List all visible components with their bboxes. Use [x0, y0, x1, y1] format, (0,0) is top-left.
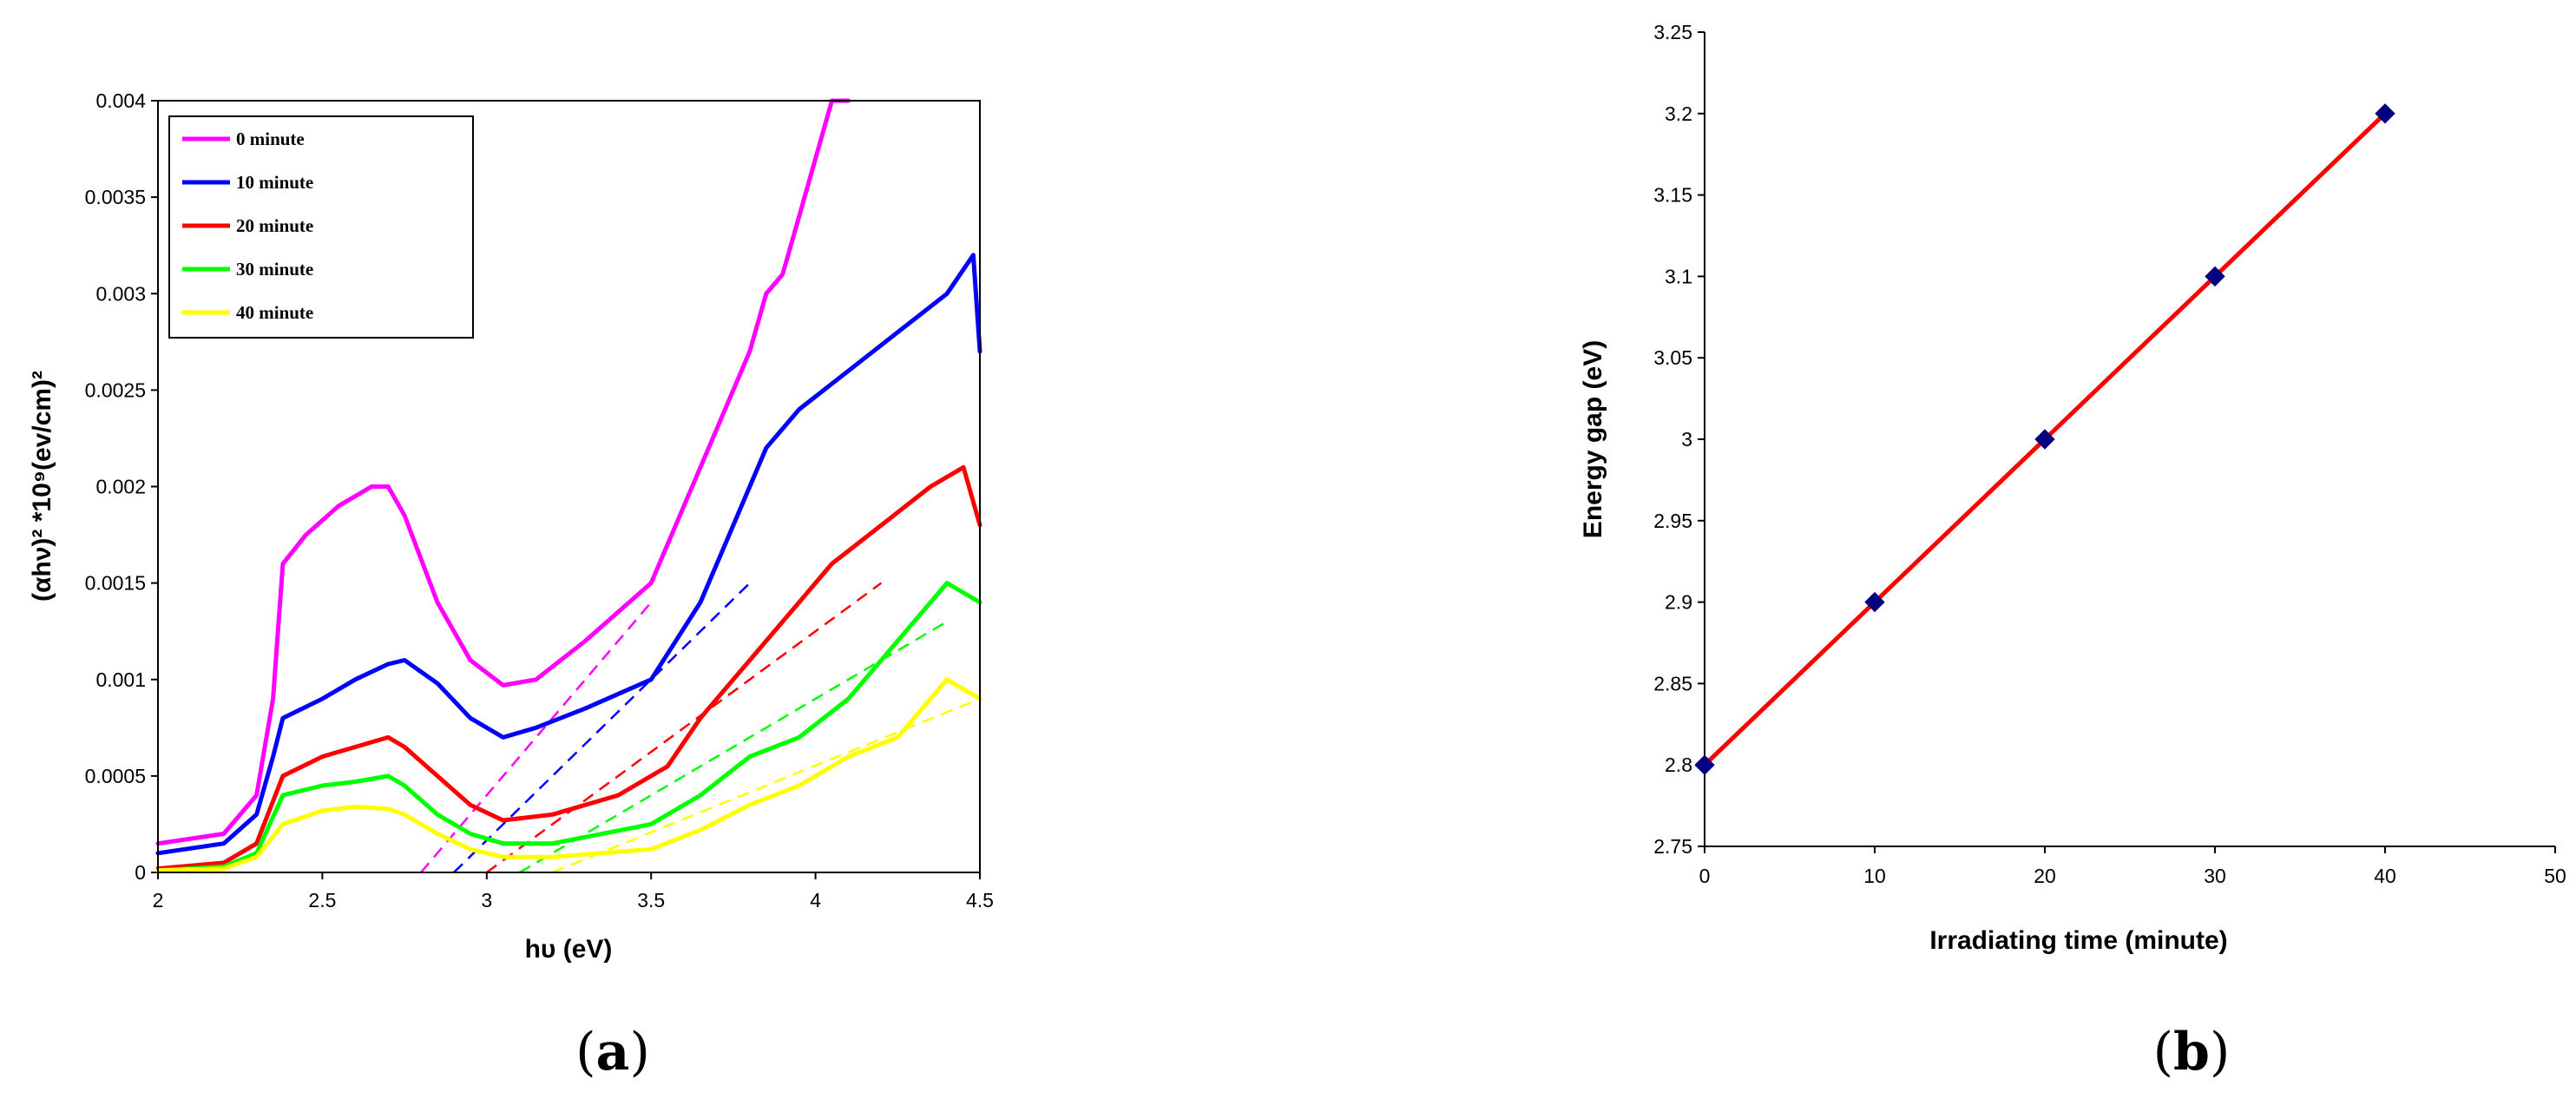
- chart-a-y-tick-label: 0.0025: [85, 378, 146, 401]
- chart-b-x-tick-label: 10: [1863, 865, 1886, 887]
- chart-a-legend-label: 20 minute: [236, 215, 313, 236]
- chart-b-data-point: [2034, 429, 2055, 450]
- chart-b-x-tick-label: 30: [2204, 865, 2226, 887]
- chart-b-x-tick-label: 40: [2374, 865, 2396, 887]
- chart-a-x-tick-label: 3.5: [637, 889, 665, 911]
- chart-b-y-tick-label: 3.2: [1665, 102, 1692, 125]
- chart-a-y-tick-label: 0.002: [95, 476, 146, 498]
- chart-a-y-tick-label: 0.0035: [85, 186, 146, 208]
- chart-b-x-tick-label: 50: [2544, 865, 2566, 887]
- chart-b-data-point: [1864, 591, 1885, 613]
- chart-a-y-tick-label: 0.0005: [85, 765, 146, 787]
- chart-b-y-tick-label: 3.05: [1653, 346, 1692, 369]
- chart-a-y-tick-label: 0.004: [95, 89, 146, 112]
- chart-a-series-line: [155, 98, 851, 846]
- chart-a-x-tick-label: 4: [810, 889, 821, 911]
- chart-a-legend-label: 10 minute: [236, 172, 313, 193]
- chart-b-series: [1694, 103, 2395, 775]
- panel-label-a-close: ): [629, 1022, 649, 1083]
- panel-label-b: (b): [2153, 1022, 2231, 1083]
- chart-b-x-axis: 0 10 20 30 40 50: [1699, 846, 2566, 887]
- panel-label-b-open: (: [2153, 1022, 2173, 1083]
- chart-a-series: [155, 98, 982, 873]
- chart-a-legend-label: 40 minute: [236, 302, 313, 323]
- chart-b-y-tick-label: 3.25: [1653, 21, 1692, 43]
- chart-a: 0 0.0005 0.001 0.0015 0.002 0.0025 0.003 0.0035…: [28, 89, 994, 1083]
- chart-a-plot-frame: [157, 100, 981, 873]
- chart-a-x-axis-label: hυ (eV): [525, 935, 613, 964]
- chart-b-x-tick-label: 20: [2034, 865, 2056, 887]
- chart-a-legend-label: 0 minute: [236, 128, 305, 149]
- panel-label-a: (a): [575, 1022, 650, 1083]
- chart-b-data-point: [2375, 103, 2395, 124]
- chart-a-x-tick-label: 4.5: [966, 889, 994, 911]
- chart-a-y-tick-label: 0.003: [95, 282, 146, 305]
- chart-a-extrapolation-line: [486, 582, 883, 874]
- chart-b-data-point: [2205, 266, 2225, 287]
- panel-label-b-close: ): [2210, 1022, 2230, 1083]
- chart-b-y-tick-label: 2.9: [1665, 591, 1692, 614]
- chart-b-y-tick-label: 2.85: [1653, 672, 1692, 694]
- chart-b-y-axis-label: Energy gap (eV): [1579, 340, 1607, 538]
- chart-b-y-tick-label: 3.15: [1653, 184, 1692, 207]
- chart-b-x-axis-label: Irradiating time (minute): [1929, 926, 2227, 955]
- chart-a-x-axis: 2 2.5 3 3.5 4 4.5: [153, 872, 994, 911]
- chart-a-series-line: [155, 253, 982, 856]
- chart-a-x-tick-label: 2: [153, 889, 164, 911]
- chart-b-x-tick-label: 0: [1699, 865, 1711, 887]
- panel-label-b-letter: b: [2173, 1022, 2210, 1083]
- chart-b-y-tick-label: 2.95: [1653, 510, 1692, 532]
- panel-label-a-letter: a: [596, 1022, 630, 1083]
- chart-a-x-tick-label: 3: [481, 889, 492, 911]
- chart-a-x-tick-label: 2.5: [308, 889, 336, 911]
- chart-a-legend: 0 minute 10 minute 20 minute 30 minute 40 mi…: [168, 115, 474, 339]
- chart-b-y-tick-label: 2.75: [1653, 835, 1692, 858]
- chart-a-y-axis: 0 0.0005 0.001 0.0015 0.002 0.0025 0.003 0.0035…: [85, 89, 158, 884]
- panel-label-a-open: (: [575, 1022, 595, 1083]
- chart-a-series-line: [155, 581, 982, 873]
- chart-a-extrapolation-line: [519, 620, 948, 874]
- chart-a-extrapolation-line: [453, 582, 751, 873]
- chart-a-y-tick-label: 0.0015: [85, 572, 146, 595]
- chart-b-y-tick-label: 2.8: [1665, 754, 1692, 776]
- chart-a-y-axis-label: (αhν)² *10⁹(ev/cm)²: [28, 371, 56, 602]
- chart-a-legend-label: 30 minute: [236, 259, 313, 280]
- chart-a-series-line: [155, 464, 982, 872]
- chart-a-y-tick-label: 0: [135, 861, 146, 884]
- chart-a-series-line: [155, 677, 982, 873]
- chart-b-y-tick-label: 3.1: [1665, 265, 1692, 287]
- chart-b-y-tick-label: 3: [1681, 428, 1692, 451]
- chart-b-data-point: [1694, 754, 1715, 775]
- chart-a-y-tick-label: 0.001: [95, 668, 146, 691]
- chart-b-y-axis: 2.75 2.8 2.85 2.9 2.95 3 3.05 3.1 3.15 3.2 3.25: [1653, 21, 1705, 858]
- chart-b: 2.75 2.8 2.85 2.9 2.95 3 3.05 3.1 3.15 3.2 3.25 0 1…: [1579, 21, 2566, 1083]
- chart-a-extrapolation-line: [552, 697, 981, 874]
